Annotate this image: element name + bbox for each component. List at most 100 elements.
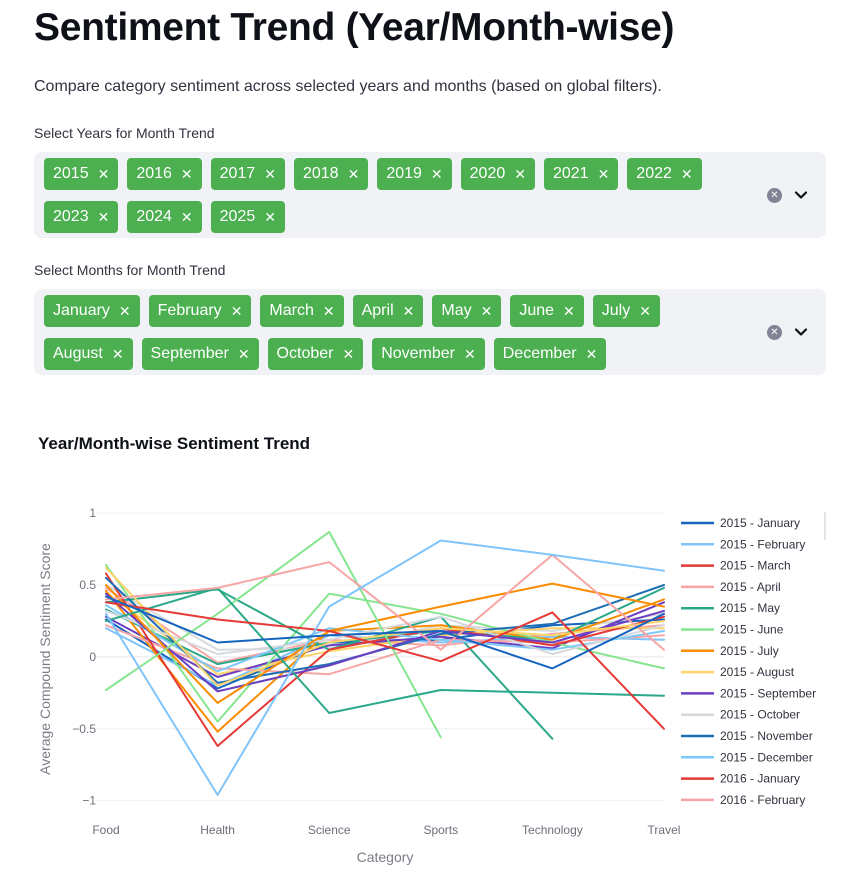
x-tick-label: Travel — [648, 823, 681, 837]
selected-chip-july[interactable]: July ✕ — [592, 295, 660, 327]
selected-chip-september[interactable]: September ✕ — [141, 338, 259, 370]
chip-row: August ✕ September ✕ October ✕ November ✕ Decemb… — [44, 338, 744, 370]
years-multiselect[interactable]: 2015 ✕ 2016 ✕ 2017 ✕ 2018 ✕ 2019 ✕ 2020 ✕ 2021 ✕ 2022 ✕… — [34, 152, 826, 238]
chart-title: Year/Month-wise Sentiment Trend — [38, 434, 311, 453]
chip-label: March — [269, 302, 314, 319]
legend-entry: 2015 - May — [720, 601, 780, 615]
selected-chip-2016[interactable]: 2016 ✕ — [127, 158, 202, 190]
x-tick-label: Health — [200, 823, 235, 837]
selected-chip-2019[interactable]: 2019 ✕ — [377, 158, 452, 190]
selected-chip-november[interactable]: November ✕ — [372, 338, 485, 370]
chip-label: 2019 — [386, 165, 422, 182]
chevron-down-icon[interactable] — [794, 188, 808, 202]
close-icon[interactable]: ✕ — [347, 166, 360, 182]
close-icon[interactable]: ✕ — [342, 346, 355, 362]
close-icon[interactable]: ✕ — [97, 209, 110, 225]
y-tick-label: −1 — [82, 794, 96, 808]
chip-label: December — [502, 345, 577, 362]
series-line — [105, 582, 665, 704]
selected-chip-december[interactable]: December ✕ — [493, 338, 607, 370]
close-icon[interactable]: ✕ — [230, 303, 243, 319]
x-tick-label: Science — [308, 823, 351, 837]
y-tick-label: 0.5 — [79, 578, 96, 592]
chip-label: October — [276, 345, 334, 362]
selected-chip-march[interactable]: March ✕ — [260, 295, 344, 327]
close-icon[interactable]: ✕ — [118, 303, 131, 319]
close-icon[interactable]: ✕ — [639, 303, 651, 319]
close-icon[interactable]: ✕ — [264, 166, 276, 182]
series-line — [105, 592, 665, 693]
chip-label: 2016 — [136, 165, 172, 182]
clear-icon[interactable]: ✕ — [767, 325, 782, 340]
selected-chip-2015[interactable]: 2015 ✕ — [44, 158, 119, 190]
close-icon[interactable]: ✕ — [402, 303, 415, 319]
months-filter-label: Select Months for Month Trend — [34, 262, 226, 278]
close-icon[interactable]: ✕ — [237, 346, 250, 362]
close-icon[interactable]: ✕ — [97, 166, 110, 182]
page-description: Compare category sentiment across select… — [34, 78, 662, 95]
close-icon[interactable]: ✕ — [680, 166, 693, 182]
legend-entry: 2015 - November — [720, 729, 813, 743]
chip-label: 2015 — [53, 165, 89, 182]
legend-entry: 2015 - July — [720, 644, 779, 658]
close-icon[interactable]: ✕ — [430, 166, 443, 182]
selected-chip-october[interactable]: October ✕ — [267, 338, 364, 370]
chevron-down-icon[interactable] — [794, 325, 808, 339]
y-tick-label: 1 — [89, 506, 96, 520]
close-icon[interactable]: ✕ — [111, 346, 124, 362]
close-icon[interactable]: ✕ — [563, 303, 575, 319]
series-line — [105, 609, 665, 655]
chip-label: 2020 — [469, 165, 506, 182]
legend-entry: 2015 - October — [720, 708, 800, 722]
chip-label: September — [150, 345, 229, 362]
series-line — [105, 572, 665, 747]
selected-chip-january[interactable]: January ✕ — [44, 295, 140, 327]
selected-chip-2017[interactable]: 2017 ✕ — [210, 158, 285, 190]
close-icon[interactable]: ✕ — [180, 209, 193, 225]
legend-entry: 2015 - January — [720, 516, 800, 530]
selected-chip-2023[interactable]: 2023 ✕ — [44, 201, 119, 233]
legend-entry: 2015 - April — [720, 580, 781, 594]
clear-icon[interactable]: ✕ — [767, 188, 782, 203]
chip-label: April — [361, 302, 394, 319]
close-icon[interactable]: ✕ — [180, 166, 193, 182]
chip-row: January ✕ February ✕ March ✕ April ✕ May ✕ June ✕ Ju… — [44, 295, 744, 327]
y-axis-title: Average Compound Sentiment Score — [37, 543, 53, 775]
chip-row: 2023 ✕ 2024 ✕ 2025 ✕ — [44, 201, 744, 233]
months-multiselect[interactable]: January ✕ February ✕ March ✕ April ✕ May ✕ June ✕ Ju… — [34, 289, 826, 375]
selected-chip-2024[interactable]: 2024 ✕ — [127, 201, 202, 233]
selected-chip-april[interactable]: April ✕ — [352, 295, 424, 327]
selected-chip-may[interactable]: May ✕ — [432, 295, 502, 327]
chip-label: 2021 — [552, 165, 589, 182]
legend-entry: 2015 - December — [720, 750, 813, 764]
chip-label: 2017 — [219, 165, 256, 182]
selected-chip-2020[interactable]: 2020 ✕ — [460, 158, 535, 190]
legend-entry: 2015 - February — [720, 537, 805, 551]
chip-row: 2015 ✕ 2016 ✕ 2017 ✕ 2018 ✕ 2019 ✕ 2020 ✕ 2021 ✕ 2022 ✕ — [44, 158, 744, 190]
close-icon[interactable]: ✕ — [514, 166, 526, 182]
legend-entry: 2016 - January — [720, 772, 800, 786]
selected-chip-february[interactable]: February ✕ — [148, 295, 252, 327]
legend-entry: 2015 - June — [720, 623, 784, 637]
close-icon[interactable]: ✕ — [597, 166, 610, 182]
selected-chip-2022[interactable]: 2022 ✕ — [627, 158, 702, 190]
close-icon[interactable]: ✕ — [264, 209, 276, 225]
x-tick-label: Food — [92, 823, 119, 837]
close-icon[interactable]: ✕ — [480, 303, 493, 319]
selected-chip-2018[interactable]: 2018 ✕ — [293, 158, 369, 190]
chip-label: 2018 — [302, 165, 339, 182]
close-icon[interactable]: ✕ — [585, 346, 598, 362]
selected-chip-august[interactable]: August ✕ — [44, 338, 133, 370]
chip-label: August — [53, 345, 103, 362]
page-title: Sentiment Trend (Year/Month-wise) — [34, 6, 675, 49]
selected-chip-june[interactable]: June ✕ — [510, 295, 584, 327]
chip-label: May — [441, 302, 472, 319]
close-icon[interactable]: ✕ — [322, 303, 335, 319]
close-icon[interactable]: ✕ — [464, 346, 476, 362]
selected-chip-2025[interactable]: 2025 ✕ — [210, 201, 285, 233]
chip-label: February — [157, 302, 222, 319]
selected-chip-2021[interactable]: 2021 ✕ — [543, 158, 619, 190]
x-tick-label: Technology — [522, 823, 583, 837]
